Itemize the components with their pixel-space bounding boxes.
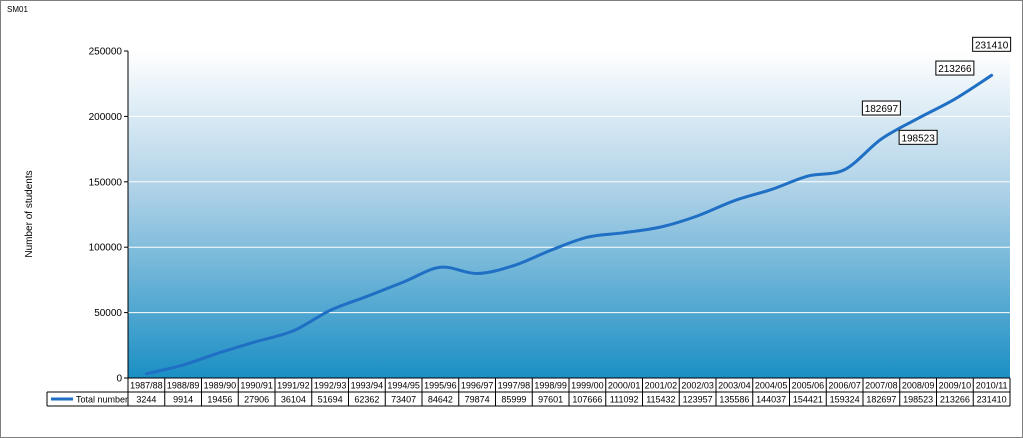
x-category-label: 1992/93 [314, 381, 347, 391]
y-axis-ticks: 0 50000 100000 150000 200000 250000 [89, 47, 129, 385]
x-category-label: 2010/11 [976, 381, 1008, 391]
x-category-label: 2003/04 [718, 381, 751, 391]
x-category-label: 2000/01 [608, 381, 641, 391]
x-category-label: 2006/07 [828, 381, 861, 391]
y-tick-label: 200000 [89, 112, 123, 123]
table-value-cell: 97601 [538, 395, 563, 405]
table-value-cell: 213266 [940, 395, 970, 405]
legend-label: Total number [76, 395, 128, 405]
table-value-cell: 182697 [866, 395, 896, 405]
table-value-cell: 198523 [903, 395, 933, 405]
table-value-cell: 144037 [756, 395, 786, 405]
x-category-label: 1987/88 [130, 381, 163, 391]
data-table: 1987/88 1988/89 1989/90 1990/91 1991/92 1992/… [46, 377, 1011, 407]
table-value-cell: 36104 [281, 395, 306, 405]
x-category-label: 1990/91 [240, 381, 273, 391]
series-line-total-number [144, 73, 994, 376]
x-category-label: 1991/92 [277, 381, 310, 391]
table-value-cell: 85999 [501, 395, 526, 405]
table-value-cell: 84642 [428, 395, 453, 405]
y-tick-label: 250000 [89, 47, 123, 58]
x-category-label: 2008/09 [902, 381, 935, 391]
table-value-cell: 115432 [646, 395, 675, 405]
x-category-label: 1993/94 [351, 381, 384, 391]
x-category-label: 2005/06 [792, 381, 825, 391]
x-category-label: 1996/97 [461, 381, 494, 391]
svg-text:213266: 213266 [938, 64, 972, 75]
x-category-label: 1994/95 [387, 381, 420, 391]
table-value-cell: 79874 [465, 395, 490, 405]
svg-text:231410: 231410 [975, 40, 1009, 51]
y-tick-label: 0 [116, 374, 122, 385]
plot-area [128, 51, 1010, 378]
table-value-cell: 73407 [391, 395, 416, 405]
data-label: 198523 [898, 129, 938, 145]
x-category-label: 1988/89 [167, 381, 200, 391]
table-value-cell: 154421 [793, 395, 823, 405]
x-category-label: 2004/05 [755, 381, 788, 391]
data-callouts: 182697 198523 213266 231410 [861, 36, 1012, 145]
table-value-cell: 51694 [318, 395, 343, 405]
x-category-label: 2007/08 [865, 381, 898, 391]
table-value-cell: 111092 [610, 395, 639, 405]
x-category-label: 1997/98 [498, 381, 531, 391]
table-value-cell: 62362 [354, 395, 379, 405]
corner-label: SM01 [7, 5, 28, 14]
data-label: 231410 [972, 36, 1012, 52]
svg-text:198523: 198523 [901, 133, 935, 144]
y-tick-label: 50000 [94, 308, 122, 319]
table-value-cell: 27906 [244, 395, 269, 405]
y-tick-label: 150000 [89, 177, 123, 188]
svg-text:182697: 182697 [865, 104, 899, 115]
data-label: 182697 [861, 100, 901, 116]
x-category-label: 2001/02 [645, 381, 678, 391]
x-category-label: 1995/96 [424, 381, 457, 391]
table-value-cell: 9914 [173, 395, 193, 405]
table-value-cell: 231410 [977, 395, 1007, 405]
x-category-label: 2002/03 [681, 381, 714, 391]
table-value-cell: 107666 [572, 395, 602, 405]
table-value-cell: 135586 [719, 395, 749, 405]
x-category-label: 1989/90 [204, 381, 237, 391]
y-tick-label: 100000 [89, 243, 123, 254]
x-category-label: 2009/10 [939, 381, 972, 391]
table-value-cell: 3244 [136, 395, 156, 405]
data-label: 213266 [935, 60, 975, 76]
table-value-cell: 123957 [683, 395, 713, 405]
table-value-cell: 159324 [830, 395, 860, 405]
gridlines [128, 50, 1010, 314]
x-category-label: 1998/99 [534, 381, 567, 391]
y-axis-label: Number of students [24, 170, 35, 257]
table-value-cell: 19456 [207, 395, 232, 405]
x-category-label: 1999/00 [571, 381, 604, 391]
